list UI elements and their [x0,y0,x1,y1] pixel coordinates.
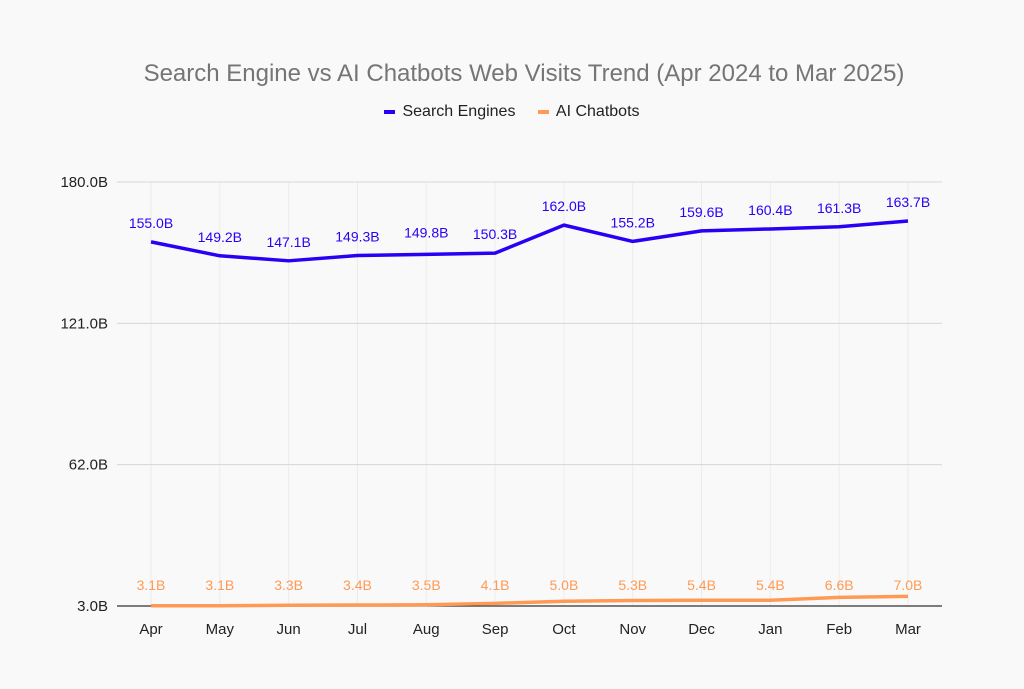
data-label: 155.0B [129,215,173,231]
x-tick-label: Aug [413,621,440,638]
x-tick-label: Jul [348,621,367,638]
x-tick-label: Feb [826,621,852,638]
data-label: 160.4B [748,202,792,218]
x-tick-label: Mar [895,621,921,638]
x-tick-label: Jan [758,621,782,638]
legend-label: AI Chatbots [555,103,640,120]
series-line-search-engines [150,219,909,263]
x-tick-label: Sep [482,621,509,638]
legend-item-ai-chatbots: AI Chatbots [537,103,640,121]
y-tick-label: 180.0B [60,174,108,191]
y-tick-label: 3.0B [77,598,108,615]
chart-title: Search Engine vs AI Chatbots Web Visits … [143,60,905,87]
data-label: 149.2B [198,229,242,245]
data-label: 149.3B [335,229,379,245]
legend-item-search-engines: Search Engines [384,103,515,121]
legend: Search Engines AI Chatbots [0,101,1024,121]
data-label: 3.1B [205,577,234,593]
y-tick-label: 62.0B [69,457,108,474]
x-tick-label: Jun [277,621,301,638]
x-tick-label: Apr [139,621,162,638]
y-tick-label: 121.0B [60,315,108,332]
data-label: 3.5B [412,577,441,593]
data-label: 149.8B [404,224,448,240]
legend-swatch [537,110,549,114]
data-label: 3.3B [274,577,303,593]
data-label: 159.6B [679,204,723,220]
data-label: 163.7B [886,194,930,210]
data-label: 7.0B [894,577,923,593]
data-label: 161.3B [817,200,861,216]
x-tick-label: Oct [552,621,576,638]
x-tick-label: Nov [619,621,646,638]
x-tick-label: May [206,621,235,638]
data-label: 147.1B [266,234,310,250]
data-label: 162.0B [542,198,586,214]
x-tick-label: Dec [688,621,715,638]
data-label: 3.4B [343,577,372,593]
data-label: 150.3B [473,226,517,242]
data-label: 155.2B [611,214,655,230]
data-label: 6.6B [825,577,854,593]
data-label: 5.4B [687,577,716,593]
data-label: 5.4B [756,577,785,593]
data-label: 5.3B [618,577,647,593]
data-label: 4.1B [481,577,510,593]
data-label: 3.1B [137,577,166,593]
legend-label: Search Engines [402,103,516,120]
data-label: 5.0B [550,577,579,593]
legend-swatch [384,110,396,114]
series-line-ai-chatbots [151,594,909,608]
